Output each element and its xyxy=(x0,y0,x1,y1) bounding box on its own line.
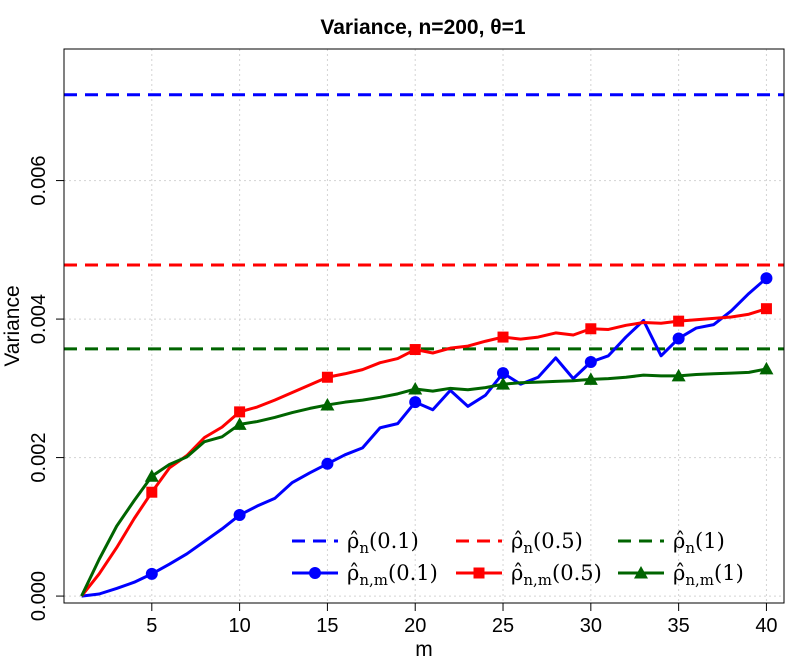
data-point-2 xyxy=(583,372,598,385)
reference-lines xyxy=(64,93,784,351)
data-point-1 xyxy=(146,486,158,498)
x-tick-label: 5 xyxy=(146,615,157,637)
data-point-2 xyxy=(671,368,686,382)
data-point-0 xyxy=(672,332,685,345)
data-point-0 xyxy=(145,567,158,580)
x-axis-title: m xyxy=(415,638,433,660)
data-point-0 xyxy=(321,457,334,470)
legend-label: ρ̂n(1) xyxy=(673,529,725,557)
y-tick-label: 0.004 xyxy=(28,294,50,344)
x-tick-label: 15 xyxy=(316,615,338,637)
series-line-0 xyxy=(81,277,768,598)
legend-marker-2 xyxy=(634,566,648,579)
data-point-1 xyxy=(585,323,597,335)
data-point-2 xyxy=(759,361,774,375)
x-tick-label: 10 xyxy=(228,615,250,637)
data-point-0 xyxy=(584,356,597,369)
x-tick-label: 20 xyxy=(404,615,426,637)
chart-title: Variance, n=200, θ=1 xyxy=(320,16,525,39)
legend-marker-0 xyxy=(309,567,321,579)
data-point-1 xyxy=(497,331,509,343)
legend-label: ρ̂n,m(0.5) xyxy=(511,561,602,589)
data-point-2 xyxy=(320,397,335,411)
y-axis-title: Variance xyxy=(1,285,24,366)
legend-label: ρ̂n,m(1) xyxy=(673,561,744,589)
y-axis: 0.000 0.002 0.004 0.006 xyxy=(28,156,64,621)
legend-label: ρ̂n,m(0.1) xyxy=(347,561,438,589)
data-point-1 xyxy=(234,406,246,418)
x-tick-label: 35 xyxy=(668,615,690,637)
data-point-0 xyxy=(760,272,773,285)
series-line-2 xyxy=(80,367,767,597)
series-lines xyxy=(80,277,768,598)
series-line-1 xyxy=(80,307,767,598)
data-point-2 xyxy=(144,469,159,482)
data-point-0 xyxy=(497,367,510,380)
legend-marker-1 xyxy=(473,567,485,579)
data-point-2 xyxy=(232,417,247,430)
x-tick-label: 40 xyxy=(755,615,777,637)
data-point-1 xyxy=(673,315,685,327)
y-tick-label: 0.006 xyxy=(28,156,50,206)
plot-frame xyxy=(63,48,785,604)
y-tick-label: 0.002 xyxy=(28,433,50,483)
data-point-2 xyxy=(408,382,423,395)
data-point-1 xyxy=(760,303,772,315)
legend: ρ̂n(0.1) ρ̂n(0.5) ρ̂n(1) ρ̂n,m(0.1) ρ̂n,m(0.… xyxy=(292,529,744,589)
data-point-1 xyxy=(409,344,421,356)
series-markers xyxy=(144,272,774,580)
data-point-1 xyxy=(321,371,333,383)
legend-label: ρ̂n(0.1) xyxy=(347,529,419,557)
legend-label: ρ̂n(0.5) xyxy=(511,529,583,557)
x-tick-label: 25 xyxy=(492,615,514,637)
x-axis: 5 10 15 20 25 30 35 40 xyxy=(146,603,778,637)
data-point-0 xyxy=(233,509,246,522)
data-point-0 xyxy=(409,396,422,409)
data-point-2 xyxy=(496,377,511,390)
y-tick-label: 0.000 xyxy=(28,571,50,621)
x-tick-label: 30 xyxy=(580,615,602,637)
